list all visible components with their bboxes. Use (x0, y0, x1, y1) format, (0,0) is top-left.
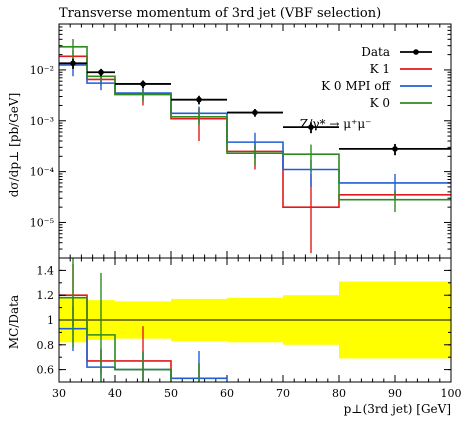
ratio-y-tick-label: 0.6 (37, 364, 55, 377)
ratio-y-tick-label: 1.4 (37, 264, 55, 277)
data-point (392, 146, 398, 152)
legend-label: Data (361, 45, 390, 59)
data-point (252, 109, 258, 116)
chart-title: Transverse momentum of 3rd jet (VBF sele… (59, 6, 381, 21)
x-tick-label: 70 (276, 387, 290, 400)
x-tick-label: 80 (332, 387, 346, 400)
process-annotation: Z/γ* → μ⁺μ⁻ (300, 117, 372, 131)
ratio-plot-area (59, 258, 451, 382)
main-y-tick-label: 10⁻⁴ (30, 166, 55, 179)
ratio-panel: 0.6 0.8 1 1.2 1.4 30 40 50 60 70 80 90 100 (37, 257, 462, 400)
ratio-y-tick-label: 1.2 (37, 289, 55, 302)
legend-marker-data (413, 49, 419, 55)
data-point (140, 81, 146, 87)
ratio-line (59, 296, 172, 382)
x-tick-label: 50 (164, 387, 178, 400)
legend: Data K 1 K 0 MPI off K 0 (321, 45, 432, 110)
ratio-y-tick-label: 0.8 (37, 339, 55, 352)
data-point (70, 60, 76, 67)
legend-label: K 1 (370, 62, 390, 76)
main-y-tick-label: 10⁻² (30, 64, 54, 77)
main-panel: 10⁻⁵ 10⁻⁴ 10⁻³ 10⁻² (30, 23, 452, 382)
x-axis-label: p⊥(3rd jet) [GeV] (344, 402, 451, 416)
main-y-tick-label: 10⁻³ (30, 115, 54, 128)
data-point (196, 96, 202, 103)
ratio-y-tick-label: 1 (47, 314, 54, 327)
main-y-tick-label: 10⁻⁵ (30, 216, 54, 229)
legend-label: K 0 (370, 96, 390, 110)
main-plot-area (59, 39, 451, 254)
x-tick-label: 30 (52, 387, 66, 400)
x-tick-label: 100 (441, 387, 462, 400)
x-tick-label: 40 (108, 387, 122, 400)
data-point (308, 124, 314, 130)
y-axis-label-ratio: MC/Data (7, 295, 21, 349)
series-line (59, 55, 451, 208)
series-line (59, 45, 451, 201)
x-tick-label: 90 (388, 387, 402, 400)
data-point (98, 69, 104, 76)
legend-label: K 0 MPI off (321, 79, 391, 93)
x-tick-label: 60 (220, 387, 234, 400)
y-axis-label-main: dσ/dp⊥ [pb/GeV] (7, 93, 21, 198)
